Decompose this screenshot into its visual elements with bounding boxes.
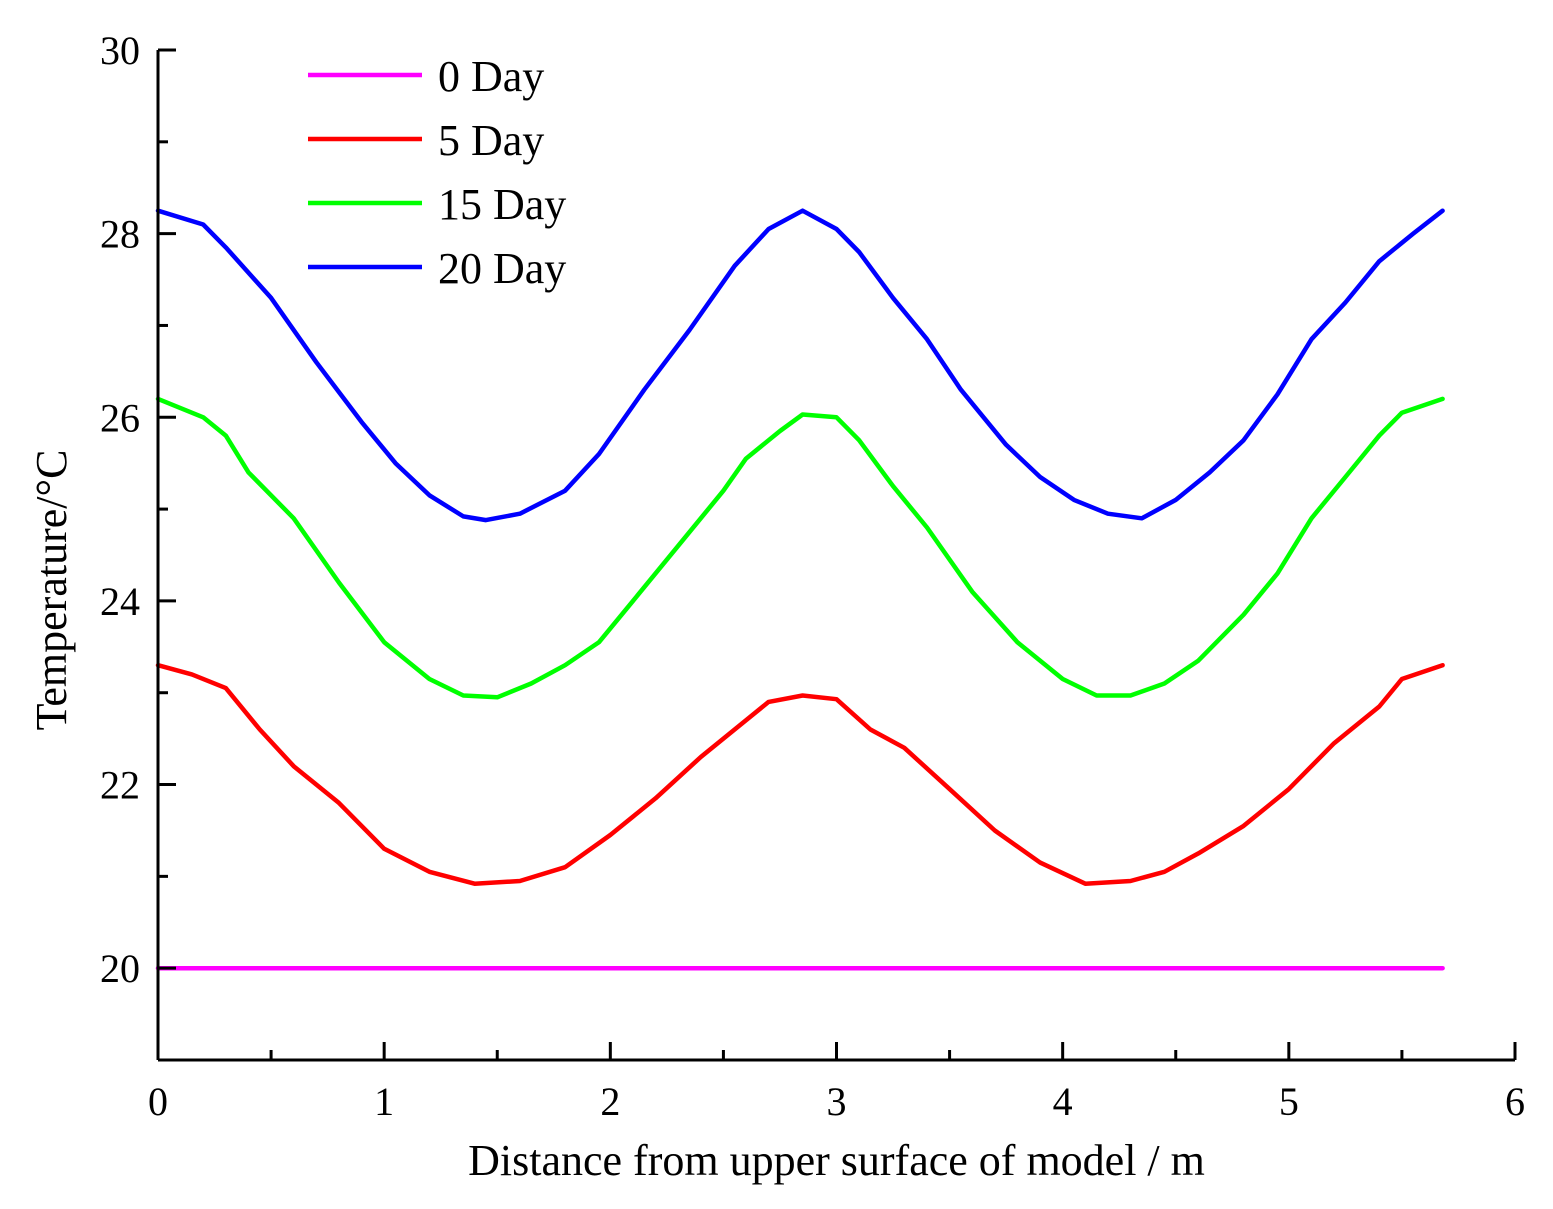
x-axis-title: Distance from upper surface of model / m <box>468 1136 1205 1185</box>
ticks-layer <box>156 48 1517 1062</box>
legend-label: 0 Day <box>438 52 544 101</box>
y-tick-label: 22 <box>100 763 140 808</box>
x-tick-label: 3 <box>827 1079 847 1124</box>
legend-label: 20 Day <box>438 244 566 293</box>
tick-labels-layer: 0 1 2 3 4 5 6 20 22 24 26 28 30 <box>100 28 1525 1124</box>
legend: 0 Day 5 Day 15 Day 20 Day <box>308 52 566 293</box>
x-tick-label: 0 <box>148 1079 168 1124</box>
y-tick-label: 20 <box>100 946 140 991</box>
x-tick-label: 2 <box>600 1079 620 1124</box>
y-tick-label: 24 <box>100 579 140 624</box>
x-tick-label: 1 <box>374 1079 394 1124</box>
y-tick-label: 26 <box>100 395 140 440</box>
series-line-15-day <box>155 396 1445 700</box>
series-layer <box>155 208 1445 971</box>
y-axis-title: Temperature/°C <box>27 450 76 731</box>
y-tick-label: 28 <box>100 212 140 257</box>
series-line-20-day <box>155 208 1445 523</box>
y-tick-label: 30 <box>100 28 140 73</box>
series-line-5-day <box>155 662 1445 886</box>
x-tick-label: 5 <box>1279 1079 1299 1124</box>
legend-label: 5 Day <box>438 116 544 165</box>
legend-label: 15 Day <box>438 180 566 229</box>
x-tick-label: 6 <box>1505 1079 1525 1124</box>
x-tick-label: 4 <box>1053 1079 1073 1124</box>
